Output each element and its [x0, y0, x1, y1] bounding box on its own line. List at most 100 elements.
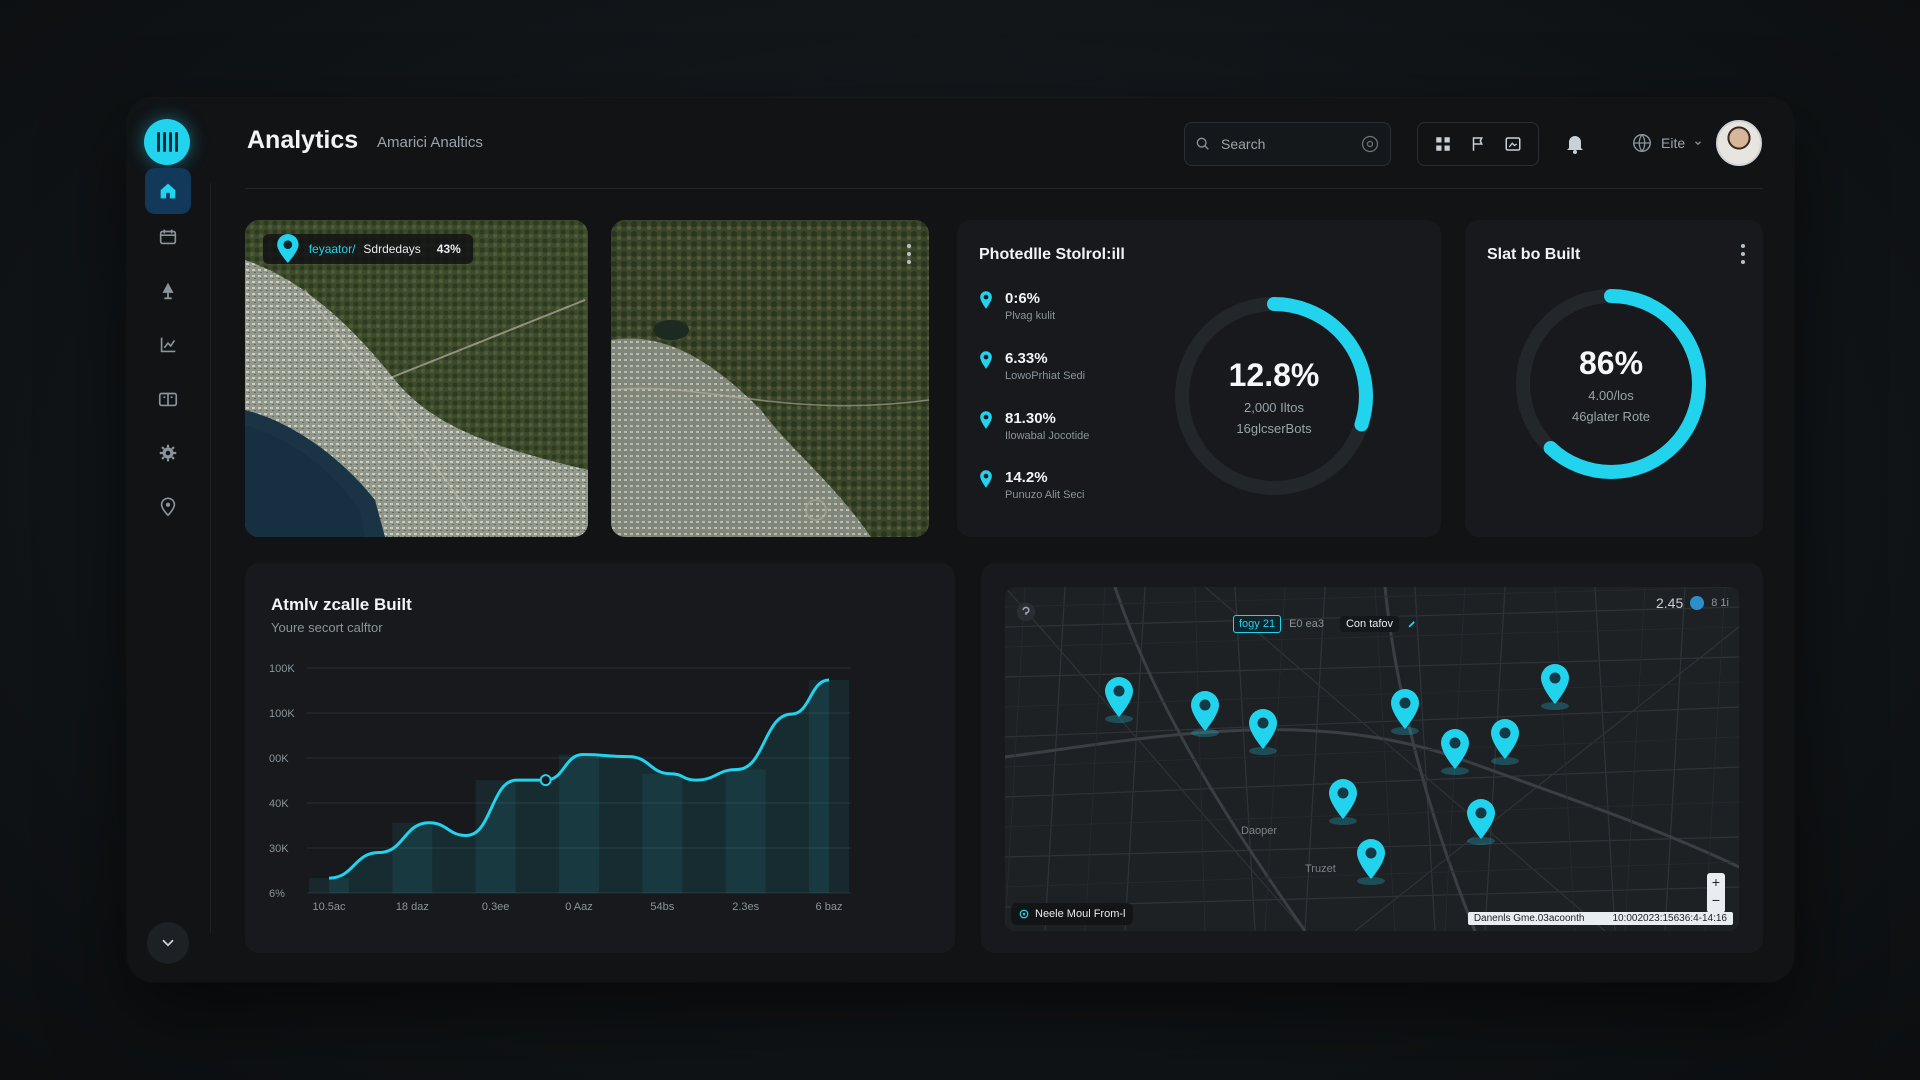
chart-column — [642, 773, 683, 893]
location-icon — [160, 497, 176, 517]
progress-ring: 86% 4.00/los 46glater Rote — [1510, 283, 1712, 485]
chart-highlight-point — [539, 774, 552, 787]
map-pin-icon[interactable] — [1105, 677, 1133, 723]
chart-y-tick-label: 100K — [269, 663, 295, 675]
stat-value: 6.33% — [1005, 350, 1048, 367]
map-pin-icon[interactable] — [1541, 664, 1569, 710]
chart-y-tick-label: 30K — [269, 843, 289, 855]
progress-ring: 12.8% 2,000 Iltos 16glcserBots — [1169, 291, 1379, 501]
page-subtitle: Amarici Analtics — [377, 134, 483, 151]
chart-y-tick-label: 00K — [269, 753, 289, 765]
filter-icon[interactable] — [1360, 134, 1380, 154]
zoom-out-button[interactable]: − — [1711, 892, 1721, 908]
map-chip-label[interactable]: Con tafov — [1339, 616, 1400, 632]
stat-label: LowoPrhiat Sedi — [1005, 370, 1086, 382]
sidebar-item-book[interactable] — [145, 376, 191, 422]
ring-svg — [1516, 289, 1706, 479]
map-pin-icon[interactable] — [1391, 689, 1419, 735]
chart-x-tick-label: 10.5ac — [312, 901, 346, 913]
bell-icon — [1567, 136, 1583, 154]
sidebar-item-location[interactable] — [145, 484, 191, 530]
edit-icon[interactable] — [1407, 619, 1417, 629]
map-scale-bar: Danenls Gme.03acoonth 10:002023:15636:4-… — [1467, 912, 1733, 925]
map-status-suffix: 8 1i — [1711, 597, 1729, 609]
ring-value: 12.8% — [1228, 356, 1320, 393]
map-pin-icon[interactable] — [1491, 719, 1519, 765]
satellite-badge-text: Sdrdedays — [363, 242, 421, 256]
satellite-image-coastal[interactable]: feyaator/ Sdrdedays 43% — [245, 220, 588, 537]
target-icon — [1019, 909, 1029, 919]
map-card: fogy 21 E0 ea3 Con tafov 2.45 8 1i Daope… — [981, 563, 1763, 953]
map-tag-chip[interactable]: fogy 21 — [1233, 615, 1282, 633]
chart-y-tick-label: 100K — [269, 708, 295, 720]
ring-value: 86% — [1578, 344, 1644, 381]
map-status-value: 2.45 — [1656, 595, 1684, 611]
image-icon[interactable] — [1504, 135, 1522, 153]
stats-card-title: Photedlle Stolrol:ill — [979, 246, 1125, 263]
zoom-in-button[interactable]: + — [1711, 874, 1721, 890]
ring-svg — [1175, 297, 1373, 495]
ring-line2: 16glcserBots — [1236, 420, 1312, 436]
map-pin-icon[interactable] — [1467, 799, 1495, 845]
stat-label: Punuzo Alit Seci — [1005, 489, 1085, 501]
chart-x-tick-label: 0.3ee — [482, 901, 510, 913]
chevron-down-icon — [1695, 141, 1702, 146]
satellite-badge-value: 43% — [436, 242, 461, 256]
satellite-badge: feyaator/ Sdrdedays 43% — [263, 234, 473, 264]
ring-center: 12.8% 2,000 Iltos 16glcserBots — [1169, 291, 1379, 501]
view-toolbar — [1417, 122, 1539, 166]
map-compass-icon[interactable] — [1015, 601, 1037, 626]
chart-x-tick-label: 18 daz — [396, 901, 429, 913]
chart-column — [309, 878, 349, 893]
sidebar-item-settings[interactable] — [145, 430, 191, 476]
app-window: Analytics Amarici Analtics Search Eite — [127, 98, 1794, 982]
sidebar-item-chart[interactable] — [145, 322, 191, 368]
map-pin-icon[interactable] — [1329, 779, 1357, 825]
chart-x-tick-label: 6 baz — [816, 901, 843, 913]
map-filter-chips: fogy 21 E0 ea3 Con tafov — [1233, 615, 1417, 633]
map-pin-icon[interactable] — [1191, 691, 1219, 737]
chart-icon — [160, 337, 176, 353]
notifications-button[interactable] — [1563, 131, 1587, 160]
chart-x-tick-label: 0 Aaz — [565, 901, 593, 913]
ring-progress-arc — [1175, 297, 1373, 495]
map-pins-layer — [1105, 664, 1569, 885]
tree-icon — [162, 282, 174, 300]
sidebar-item-home[interactable] — [145, 168, 191, 214]
location-pin-icon — [980, 351, 992, 369]
more-options-icon[interactable] — [907, 244, 911, 264]
stat-label: Plvag kulit — [1005, 310, 1056, 322]
satellite-image-inland[interactable] — [611, 220, 929, 537]
sidebar — [127, 98, 211, 982]
globe-icon — [1633, 134, 1651, 152]
map-pin-icon[interactable] — [1357, 839, 1385, 885]
flag-icon[interactable] — [1469, 135, 1487, 153]
stat-item: 6.33% LowoPrhiat Sedi — [979, 350, 1085, 382]
chart-column — [559, 754, 599, 893]
zoom-control[interactable]: + − — [1707, 873, 1725, 913]
sidebar-item-tree[interactable] — [145, 268, 191, 314]
sidebar-item-calendar[interactable] — [145, 214, 191, 260]
search-input[interactable]: Search — [1184, 122, 1391, 166]
user-avatar[interactable] — [1716, 120, 1762, 166]
map-street-label: Daoper — [1241, 825, 1278, 837]
calendar-icon — [159, 229, 177, 245]
map-location-chip[interactable]: Neele Moul From-l — [1011, 903, 1134, 925]
grid-icon[interactable] — [1434, 135, 1452, 153]
sidebar-collapse-button[interactable] — [147, 922, 189, 964]
stat-item: 0:6% Plvag kulit — [979, 290, 1055, 322]
ring-line2: 46glater Rote — [1571, 408, 1651, 424]
stat-item: 81.30% Ilowabal Jocotide — [979, 410, 1089, 442]
logo[interactable] — [144, 119, 190, 165]
ring-line1: 2,000 Iltos — [1244, 399, 1304, 415]
chart-column — [392, 822, 433, 893]
more-options-icon[interactable] — [1741, 244, 1745, 264]
map-pin-icon[interactable] — [1249, 709, 1277, 755]
map-status: 2.45 8 1i — [1656, 595, 1729, 611]
map-location-label: Neele Moul From-l — [1035, 908, 1126, 920]
street-map[interactable]: fogy 21 E0 ea3 Con tafov 2.45 8 1i Daope… — [1005, 587, 1739, 931]
map-pin-icon[interactable] — [1441, 729, 1469, 775]
map-chip-secondary: E0 ea3 — [1289, 618, 1324, 630]
language-selector[interactable]: Eite — [1631, 132, 1703, 154]
status-dot-icon — [1690, 596, 1705, 610]
